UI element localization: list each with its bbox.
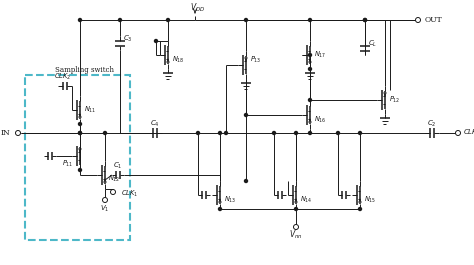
Text: $V_1$: $V_1$ bbox=[100, 204, 109, 214]
Text: $N_{13}$: $N_{13}$ bbox=[224, 195, 237, 205]
Circle shape bbox=[358, 131, 362, 135]
Circle shape bbox=[219, 207, 221, 210]
Text: $N_{14}$: $N_{14}$ bbox=[300, 195, 312, 205]
Circle shape bbox=[79, 122, 82, 126]
Text: $CLK_2$: $CLK_2$ bbox=[55, 72, 72, 82]
Circle shape bbox=[309, 99, 311, 101]
Text: $N_{16}$: $N_{16}$ bbox=[314, 115, 327, 125]
Circle shape bbox=[245, 19, 247, 21]
Text: $P_{13}$: $P_{13}$ bbox=[250, 55, 262, 65]
Circle shape bbox=[294, 131, 298, 135]
Text: $C_4$: $C_4$ bbox=[150, 119, 160, 129]
Circle shape bbox=[118, 19, 121, 21]
Circle shape bbox=[309, 19, 311, 21]
Circle shape bbox=[309, 68, 311, 70]
Text: $P_{12}$: $P_{12}$ bbox=[389, 95, 401, 105]
Text: $P_{11}$: $P_{11}$ bbox=[62, 159, 73, 169]
Text: $N_{12}$: $N_{12}$ bbox=[108, 174, 120, 184]
Text: Sampling switch: Sampling switch bbox=[55, 66, 114, 74]
Circle shape bbox=[245, 113, 247, 117]
Text: $CLK_2$: $CLK_2$ bbox=[463, 128, 474, 138]
Text: $V_{nn}$: $V_{nn}$ bbox=[289, 229, 303, 241]
Circle shape bbox=[358, 207, 362, 210]
Circle shape bbox=[364, 19, 366, 21]
Text: $N_{15}$: $N_{15}$ bbox=[364, 195, 376, 205]
Circle shape bbox=[79, 131, 82, 135]
Circle shape bbox=[79, 19, 82, 21]
Circle shape bbox=[309, 54, 311, 56]
Circle shape bbox=[219, 131, 221, 135]
Circle shape bbox=[294, 207, 298, 210]
Text: $C_1$: $C_1$ bbox=[113, 161, 123, 171]
Text: $C_L$: $C_L$ bbox=[368, 39, 378, 49]
Circle shape bbox=[309, 131, 311, 135]
Text: $N_{11}$: $N_{11}$ bbox=[84, 105, 97, 115]
Circle shape bbox=[225, 131, 228, 135]
Circle shape bbox=[79, 169, 82, 171]
Text: IN: IN bbox=[0, 129, 10, 137]
Circle shape bbox=[197, 131, 200, 135]
Text: $N_{18}$: $N_{18}$ bbox=[172, 55, 184, 65]
Circle shape bbox=[273, 131, 275, 135]
Circle shape bbox=[245, 179, 247, 183]
Circle shape bbox=[337, 131, 339, 135]
Circle shape bbox=[155, 39, 157, 42]
Text: $V_{DD}$: $V_{DD}$ bbox=[191, 2, 206, 14]
Text: OUT: OUT bbox=[425, 16, 443, 24]
Circle shape bbox=[79, 131, 82, 135]
Circle shape bbox=[103, 131, 107, 135]
Circle shape bbox=[166, 19, 170, 21]
Text: $C_3$: $C_3$ bbox=[123, 34, 133, 44]
Text: $N_{17}$: $N_{17}$ bbox=[314, 50, 327, 60]
Text: $C_2$: $C_2$ bbox=[427, 119, 437, 129]
Text: $CLK_1$: $CLK_1$ bbox=[121, 189, 138, 199]
Circle shape bbox=[364, 19, 366, 21]
